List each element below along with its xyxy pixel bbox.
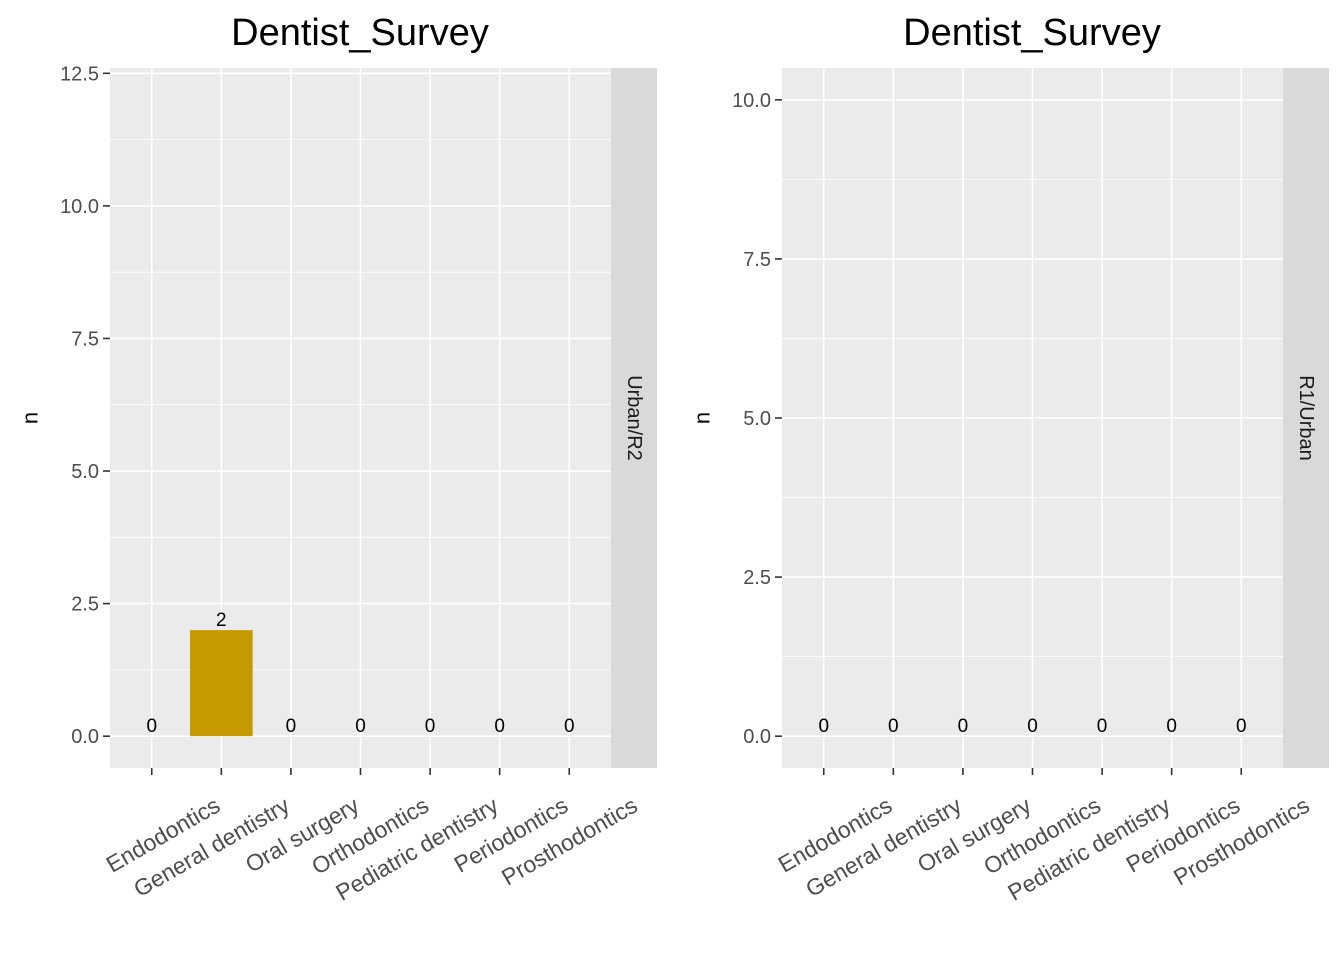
chart-title: Dentist_Survey <box>231 12 489 54</box>
data-label: 0 <box>1236 716 1247 737</box>
data-label: 0 <box>818 716 829 737</box>
facet-strip-label: R1/Urban <box>1295 375 1317 461</box>
y-axis-title: n <box>18 412 43 424</box>
data-label: 2 <box>216 610 227 631</box>
data-label: 0 <box>146 716 157 737</box>
y-tick-label: 10.0 <box>732 90 771 112</box>
data-label: 0 <box>1027 716 1038 737</box>
facet-strip-label: Urban/R2 <box>623 375 645 461</box>
y-tick-label: 0.0 <box>743 726 771 748</box>
y-tick-label: 5.0 <box>71 461 99 483</box>
data-label: 0 <box>286 716 297 737</box>
data-label: 0 <box>958 716 969 737</box>
data-label: 0 <box>1097 716 1108 737</box>
data-label: 0 <box>494 716 505 737</box>
y-tick-label: 7.5 <box>743 249 771 271</box>
y-tick-label: 7.5 <box>71 328 99 350</box>
chart-panel-1: Dentist_Survey 0.0 2.5 5.0 7.5 10.0 12.5 0 2 0 0 0 0… <box>18 12 657 906</box>
y-tick-label: 10.0 <box>60 196 99 218</box>
data-label: 0 <box>355 716 366 737</box>
data-label: 0 <box>888 716 899 737</box>
y-tick-label: 5.0 <box>743 408 771 430</box>
facet-strip <box>611 68 657 768</box>
data-label: 0 <box>564 716 575 737</box>
facet-strip <box>1283 68 1329 768</box>
y-axis-title: n <box>690 412 715 424</box>
y-tick-label: 2.5 <box>71 594 99 616</box>
chart-title: Dentist_Survey <box>903 12 1161 54</box>
y-tick-label: 0.0 <box>71 726 99 748</box>
data-label: 0 <box>425 716 436 737</box>
y-tick-label: 12.5 <box>60 63 99 85</box>
y-tick-label: 2.5 <box>743 567 771 589</box>
data-label: 0 <box>1166 716 1177 737</box>
bar <box>190 630 253 737</box>
